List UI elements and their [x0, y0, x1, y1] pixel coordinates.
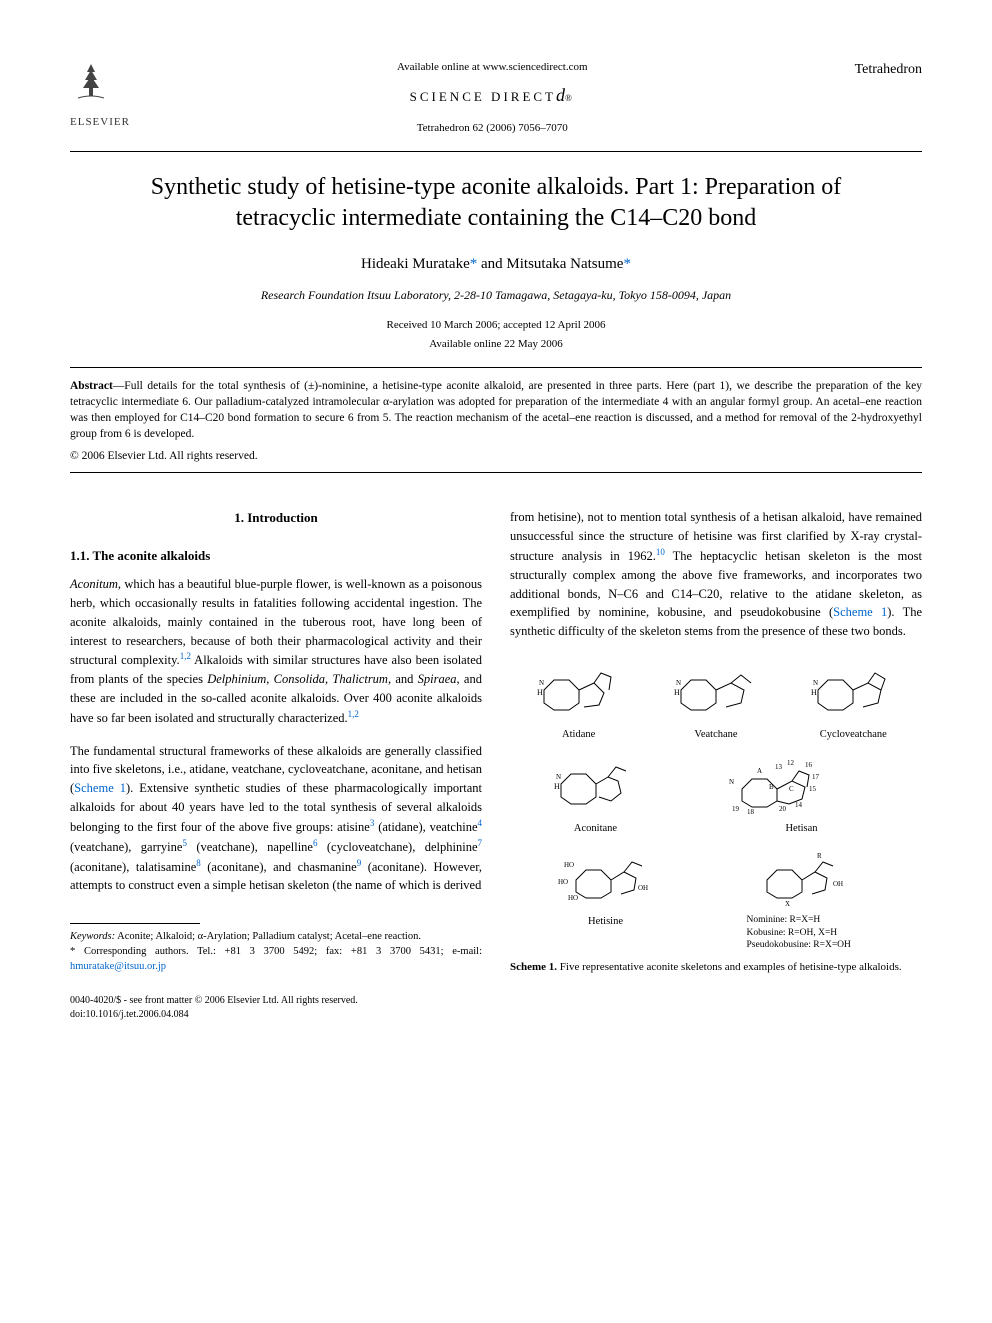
scheme-label: Scheme 1.	[510, 961, 557, 973]
svg-text:C: C	[789, 785, 794, 793]
skeleton-hetisan: 13 12 16 17 15 14 20 19 18 N A B C	[717, 749, 887, 837]
svg-text:HO: HO	[564, 861, 574, 869]
abstract-divider-bottom	[70, 472, 922, 473]
online-date: Available online 22 May 2006	[70, 337, 922, 352]
svg-text:B: B	[769, 783, 774, 791]
svg-text:N: N	[676, 679, 681, 687]
scheme-1-figure: HN Atidane HN Veatchane HN Cycloveatchan…	[510, 655, 922, 952]
scheme-caption-text: Five representative aconite skeletons an…	[557, 961, 902, 973]
variant-labels: Nominine: R=X=H Kobusine: R=OH, X=H Pseu…	[747, 914, 877, 951]
skeleton-aconitane: HN Aconitane	[546, 749, 646, 837]
svg-text:H: H	[811, 688, 817, 697]
paragraph-3: from hetisine), not to mention total syn…	[510, 508, 922, 640]
svg-text:N: N	[813, 679, 818, 687]
svg-text:16: 16	[805, 761, 813, 769]
doi-line: doi:10.1016/j.tet.2006.04.084	[70, 1008, 922, 1022]
svg-text:19: 19	[732, 805, 740, 813]
svg-text:OH: OH	[833, 880, 843, 888]
received-date: Received 10 March 2006; accepted 12 Apri…	[70, 318, 922, 333]
publisher-name: ELSEVIER	[70, 115, 130, 130]
article-title: Synthetic study of hetisine-type aconite…	[110, 172, 882, 234]
section-1-heading: 1. Introduction	[70, 508, 482, 528]
keywords-line: Keywords: Aconite; Alkaloid; α-Arylation…	[70, 930, 482, 945]
svg-text:20: 20	[779, 805, 787, 813]
citation-text: Tetrahedron 62 (2006) 7056–7070	[130, 121, 855, 136]
affiliation: Research Foundation Itsuu Laboratory, 2-…	[70, 287, 922, 304]
svg-text:H: H	[554, 782, 560, 791]
svg-text:15: 15	[809, 785, 817, 793]
skeleton-row-3: HOHOHOOH Hetisine ROHX Nominine: R=X=H K…	[510, 842, 922, 951]
svg-text:R: R	[817, 852, 822, 860]
scheme-1-link-a[interactable]: Scheme 1	[74, 781, 126, 795]
header-center: Available online at www.sciencedirect.co…	[130, 60, 855, 136]
svg-text:X: X	[785, 900, 790, 908]
skeleton-hetisine: HOHOHOOH Hetisine	[556, 842, 656, 951]
skeleton-veatchane: HN Veatchane	[666, 655, 766, 743]
skeleton-row-2: HN Aconitane 13 12 16 17 15 14 20 19 18	[510, 749, 922, 837]
skeleton-atidane: HN Atidane	[529, 655, 629, 743]
keywords-label: Keywords:	[70, 931, 115, 942]
abstract-block: Abstract—Full details for the total synt…	[70, 378, 922, 442]
issn-line: 0040-4020/$ - see front matter © 2006 El…	[70, 994, 922, 1008]
abstract-text: —Full details for the total synthesis of…	[70, 380, 922, 440]
svg-text:17: 17	[812, 773, 820, 781]
ref-1-2-b[interactable]: 1,2	[348, 709, 359, 719]
skeleton-nominine-variants: R OH X Nominine: R=X=H Kobusine: R=OH, X=H…	[747, 842, 877, 951]
svg-text:HO: HO	[558, 878, 568, 886]
svg-text:H: H	[674, 688, 680, 697]
author-2: Mitsutaka Natsume	[506, 256, 623, 272]
page-header: ELSEVIER Available online at www.science…	[70, 60, 922, 152]
elsevier-tree-icon	[70, 60, 130, 115]
svg-text:13: 13	[775, 763, 783, 771]
journal-name: Tetrahedron	[855, 60, 922, 80]
abstract-label: Abstract	[70, 380, 113, 392]
skeleton-cycloveatchane: HN Cycloveatchane	[803, 655, 903, 743]
svg-text:A: A	[757, 767, 762, 775]
svg-text:N: N	[729, 778, 734, 786]
available-online-text: Available online at www.sciencedirect.co…	[130, 60, 855, 75]
skeleton-row-1: HN Atidane HN Veatchane HN Cycloveatchan…	[510, 655, 922, 743]
author-1: Hideaki Muratake	[361, 256, 470, 272]
left-column: 1. Introduction 1.1. The aconite alkaloi…	[70, 508, 482, 975]
paragraph-1: AconitumAconitum, which has a beautiful …	[70, 575, 482, 727]
keywords-text: Aconite; Alkaloid; α-Arylation; Palladiu…	[115, 931, 421, 942]
ref-1-2-a[interactable]: 1,2	[180, 651, 191, 661]
footer-bottom: 0040-4020/$ - see front matter © 2006 El…	[70, 994, 922, 1022]
header-divider	[70, 151, 922, 152]
section-1-1-heading: 1.1. The aconite alkaloids	[70, 546, 482, 566]
svg-text:OH: OH	[638, 884, 648, 892]
svg-text:HO: HO	[568, 894, 578, 902]
two-column-layout: 1. Introduction 1.1. The aconite alkaloi…	[70, 508, 922, 975]
copyright-line: © 2006 Elsevier Ltd. All rights reserved…	[70, 448, 922, 464]
footer-separator	[70, 923, 200, 924]
corr-asterisk-1[interactable]: *	[470, 256, 478, 272]
corr-asterisk-2[interactable]: *	[623, 256, 631, 272]
email-link[interactable]: hmuratake@itsuu.or.jp	[70, 961, 166, 972]
authors-line: Hideaki Muratake* and Mitsutaka Natsume*	[70, 254, 922, 275]
scheme-1-caption: Scheme 1. Five representative aconite sk…	[510, 959, 922, 976]
svg-text:H: H	[537, 688, 543, 697]
svg-text:12: 12	[787, 759, 795, 767]
ref-4[interactable]: 4	[478, 818, 483, 828]
scheme-1-link-b[interactable]: Scheme 1	[833, 605, 887, 619]
right-column: from hetisine), not to mention total syn…	[510, 508, 922, 975]
science-direct-logo: SCIENCE DIRECTd®	[130, 83, 855, 108]
ref-10[interactable]: 10	[656, 547, 665, 557]
paragraph-2: The fundamental structural frameworks of…	[70, 742, 482, 895]
svg-text:N: N	[539, 679, 544, 687]
svg-text:N: N	[556, 773, 561, 781]
publisher-logo: ELSEVIER	[70, 60, 130, 131]
abstract-divider-top	[70, 367, 922, 368]
svg-text:14: 14	[795, 801, 803, 809]
corresponding-author-line: * Corresponding authors. Tel.: +81 3 370…	[70, 945, 482, 974]
ref-7[interactable]: 7	[478, 838, 483, 848]
header-top-row: ELSEVIER Available online at www.science…	[70, 60, 922, 136]
svg-text:18: 18	[747, 808, 755, 816]
